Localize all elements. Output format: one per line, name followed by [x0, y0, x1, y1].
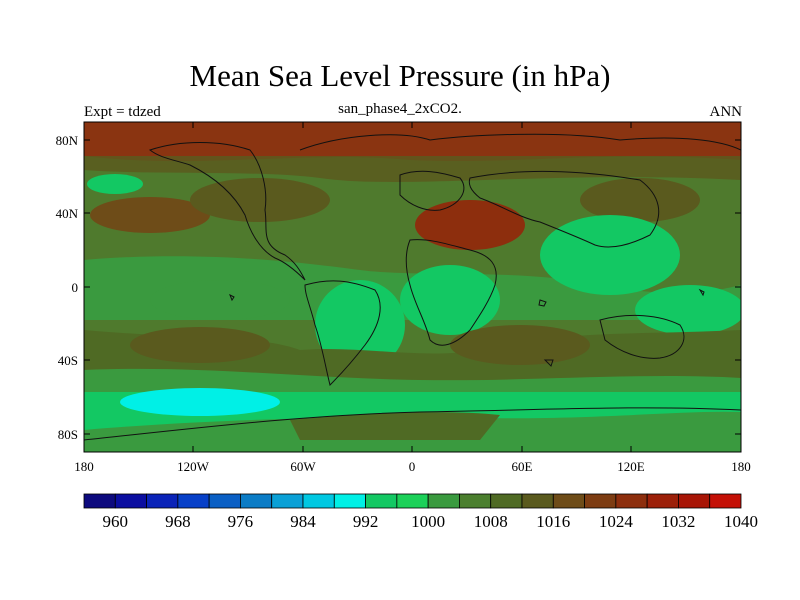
colorbar-swatch [709, 493, 742, 509]
colorbar-label: 1032 [661, 512, 695, 531]
lon-label-0: 0 [409, 459, 416, 474]
lat-ticks [84, 139, 741, 435]
lat-label-40s: 40S [58, 353, 78, 368]
colorbar-labels: 960 968 976 984 992 1000 1008 1016 1024 1032 1040 [103, 512, 758, 531]
coastlines [84, 133, 741, 441]
colorbar-swatch [552, 493, 585, 509]
lon-label-60e: 60E [512, 459, 533, 474]
colorbar-swatch [521, 493, 554, 509]
lon-label-180w: 180 [74, 459, 94, 474]
colorbar-swatch [333, 493, 366, 509]
colorbar-swatch [678, 493, 711, 509]
lon-label-120w: 120W [177, 459, 210, 474]
lat-label-80s: 80S [58, 427, 78, 442]
colorbar-swatch [114, 493, 147, 509]
colorbar-swatch [302, 493, 335, 509]
lat-label-0: 0 [72, 280, 79, 295]
colorbar-swatch [646, 493, 679, 509]
colorbar-swatch [240, 493, 273, 509]
colorbar-swatch [615, 493, 648, 509]
lat-label-40n: 40N [56, 206, 79, 221]
colorbar-label: 984 [290, 512, 316, 531]
colorbar-swatch [83, 493, 116, 509]
colorbar-swatch [208, 493, 241, 509]
colorbar-swatch [459, 493, 492, 509]
colorbar-label: 1008 [474, 512, 508, 531]
colorbar-label: 968 [165, 512, 191, 531]
lat-label-80n: 80N [56, 133, 79, 148]
colorbar-swatch [177, 493, 210, 509]
pressure-field [84, 122, 741, 452]
colorbar-label: 976 [228, 512, 254, 531]
colorbar-swatch [365, 493, 398, 509]
season-label: ANN [709, 104, 743, 120]
colorbar-label: 1016 [536, 512, 570, 531]
colorbar [83, 493, 742, 509]
colorbar-label: 1040 [724, 512, 758, 531]
lon-label-120e: 120E [617, 459, 645, 474]
colorbar-swatch [146, 493, 179, 509]
plot-title: Mean Sea Level Pressure (in hPa) [189, 58, 611, 93]
lon-label-180e: 180 [731, 459, 751, 474]
lon-ticks [83, 122, 742, 452]
colorbar-label: 960 [103, 512, 129, 531]
run-name-label: san_phase4_2xCO2. [338, 101, 462, 117]
colorbar-swatch [427, 493, 460, 509]
colorbar-swatch [490, 493, 523, 509]
colorbar-swatch [584, 493, 617, 509]
lon-label-60w: 60W [290, 459, 316, 474]
experiment-label: Expt = tdzed [84, 104, 161, 120]
colorbar-label: 1000 [411, 512, 445, 531]
colorbar-label: 992 [353, 512, 379, 531]
colorbar-label: 1024 [599, 512, 634, 531]
colorbar-swatch [396, 493, 429, 509]
colorbar-swatch [271, 493, 304, 509]
